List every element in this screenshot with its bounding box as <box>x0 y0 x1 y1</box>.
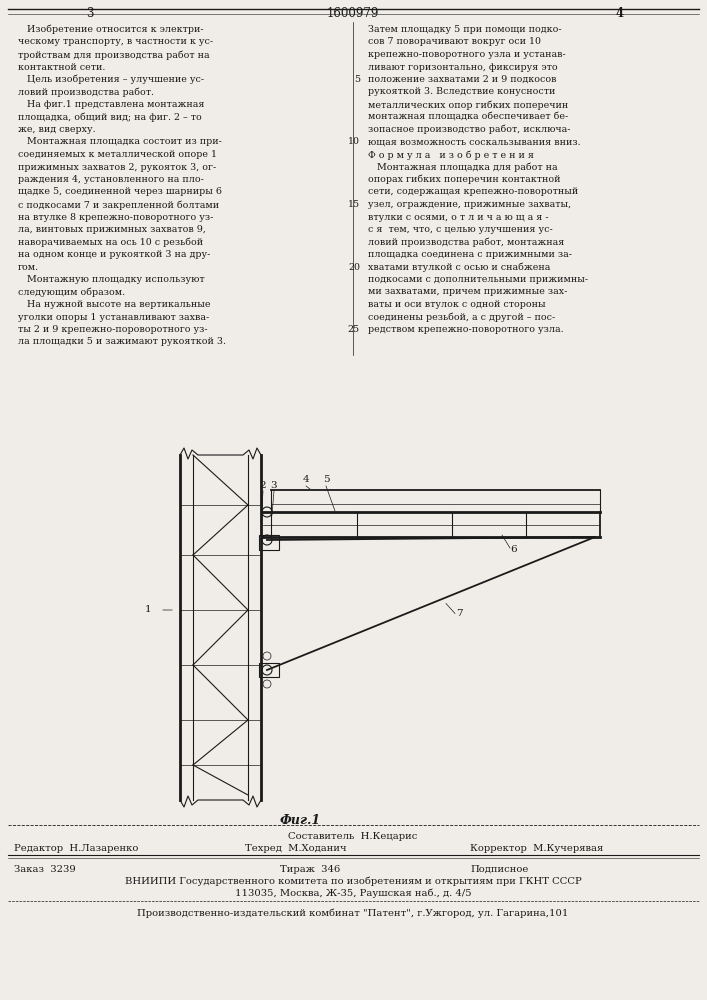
Text: ми захватами, причем прижимные зах-: ми захватами, причем прижимные зах- <box>368 288 568 296</box>
Text: На фиг.1 представлена монтажная: На фиг.1 представлена монтажная <box>18 100 204 109</box>
Text: ла площадки 5 и зажимают рукояткой 3.: ла площадки 5 и зажимают рукояткой 3. <box>18 338 226 347</box>
Text: ющая возможность соскальзывания вниз.: ющая возможность соскальзывания вниз. <box>368 137 580 146</box>
Text: Производственно-издательский комбинат "Патент", г.Ужгород, ул. Гагарина,101: Производственно-издательский комбинат "П… <box>137 908 568 918</box>
Text: наворачиваемых на ось 10 с резьбой: наворачиваемых на ось 10 с резьбой <box>18 237 203 247</box>
Text: прижимных захватов 2, рукояток 3, ог-: прижимных захватов 2, рукояток 3, ог- <box>18 162 216 172</box>
Text: Монтажная площадка состоит из при-: Монтажная площадка состоит из при- <box>18 137 222 146</box>
Text: Корректор  М.Кучерявая: Корректор М.Кучерявая <box>470 844 603 853</box>
Text: зопасное производство работ, исключа-: зопасное производство работ, исключа- <box>368 125 571 134</box>
Text: соединены резьбой, а с другой – пос-: соединены резьбой, а с другой – пос- <box>368 312 555 322</box>
Text: сов 7 поворачивают вокруг оси 10: сов 7 поворачивают вокруг оси 10 <box>368 37 541 46</box>
Bar <box>259 663 279 677</box>
Text: раждения 4, установленного на пло-: раждения 4, установленного на пло- <box>18 175 204 184</box>
Text: 15: 15 <box>348 200 360 209</box>
Text: На нужной высоте на вертикальные: На нужной высоте на вертикальные <box>18 300 211 309</box>
Text: 7: 7 <box>456 609 462 618</box>
Text: 5: 5 <box>354 75 360 84</box>
Text: Цель изобретения – улучшение ус-: Цель изобретения – улучшение ус- <box>18 75 204 85</box>
Text: Составитель  Н.Кецарис: Составитель Н.Кецарис <box>288 832 418 841</box>
Text: площадка соединена с прижимными за-: площадка соединена с прижимными за- <box>368 250 572 259</box>
Text: 6: 6 <box>510 546 517 554</box>
Text: Подписное: Подписное <box>470 865 528 874</box>
Text: тройствам для производства работ на: тройствам для производства работ на <box>18 50 209 60</box>
Text: 20: 20 <box>348 262 360 271</box>
Text: 1600979: 1600979 <box>327 7 379 20</box>
Text: положение захватами 2 и 9 подкосов: положение захватами 2 и 9 подкосов <box>368 75 556 84</box>
Text: ла, винтовых прижимных захватов 9,: ла, винтовых прижимных захватов 9, <box>18 225 206 234</box>
Text: 3: 3 <box>271 481 277 490</box>
Text: Монтажная площадка для работ на: Монтажная площадка для работ на <box>368 162 558 172</box>
Text: 113035, Москва, Ж-35, Раушская наб., д. 4/5: 113035, Москва, Ж-35, Раушская наб., д. … <box>235 889 472 898</box>
Text: с подкосами 7 и закрепленной болтами: с подкосами 7 и закрепленной болтами <box>18 200 219 210</box>
Text: соединяемых к металлической опоре 1: соединяемых к металлической опоре 1 <box>18 150 217 159</box>
Text: Заказ  3239: Заказ 3239 <box>14 865 76 874</box>
Text: монтажная площадка обеспечивает бе-: монтажная площадка обеспечивает бе- <box>368 112 568 121</box>
Text: ческому транспорту, в частности к ус-: ческому транспорту, в частности к ус- <box>18 37 213 46</box>
Text: втулки с осями, о т л и ч а ю щ а я -: втулки с осями, о т л и ч а ю щ а я - <box>368 213 549 222</box>
Text: с я  тем, что, с целью улучшения ус-: с я тем, что, с целью улучшения ус- <box>368 225 553 234</box>
Text: гом.: гом. <box>18 262 39 271</box>
Text: щадке 5, соединенной через шарниры 6: щадке 5, соединенной через шарниры 6 <box>18 188 222 196</box>
Text: на втулке 8 крепежно-поворотного уз-: на втулке 8 крепежно-поворотного уз- <box>18 213 214 222</box>
Text: 1: 1 <box>145 605 151 614</box>
Text: Тираж  346: Тираж 346 <box>280 865 340 874</box>
Text: ваты и оси втулок с одной стороны: ваты и оси втулок с одной стороны <box>368 300 546 309</box>
Text: редством крепежно-поворотного узла.: редством крепежно-поворотного узла. <box>368 325 563 334</box>
Bar <box>259 535 279 550</box>
Text: Редактор  Н.Лазаренко: Редактор Н.Лазаренко <box>14 844 139 853</box>
Text: 4: 4 <box>616 7 624 20</box>
Text: Техред  М.Ходанич: Техред М.Ходанич <box>245 844 346 853</box>
Text: рукояткой 3. Вследствие конусности: рукояткой 3. Вследствие конусности <box>368 88 556 97</box>
Text: Монтажную площадку используют: Монтажную площадку используют <box>18 275 204 284</box>
Text: ловий производства работ, монтажная: ловий производства работ, монтажная <box>368 237 564 247</box>
Text: крепежно-поворотного узла и устанав-: крепежно-поворотного узла и устанав- <box>368 50 566 59</box>
Text: хватами втулкой с осью и снабжена: хватами втулкой с осью и снабжена <box>368 262 550 272</box>
Text: Изобретение относится к электри-: Изобретение относится к электри- <box>18 25 204 34</box>
Text: Ф о р м у л а   и з о б р е т е н и я: Ф о р м у л а и з о б р е т е н и я <box>368 150 534 159</box>
Text: ливают горизонтально, фиксируя это: ливают горизонтально, фиксируя это <box>368 62 558 72</box>
Text: 10: 10 <box>348 137 360 146</box>
Text: на одном конце и рукояткой 3 на дру-: на одном конце и рукояткой 3 на дру- <box>18 250 211 259</box>
Text: ВНИИПИ Государственного комитета по изобретениям и открытиям при ГКНТ СССР: ВНИИПИ Государственного комитета по изоб… <box>124 877 581 886</box>
Text: 3: 3 <box>86 7 94 20</box>
Text: площадка, общий вид; на фиг. 2 – то: площадка, общий вид; на фиг. 2 – то <box>18 112 201 122</box>
Text: 2: 2 <box>259 481 267 490</box>
Text: 5: 5 <box>322 475 329 484</box>
Text: узел, ограждение, прижимные захваты,: узел, ограждение, прижимные захваты, <box>368 200 571 209</box>
Text: Фиг.1: Фиг.1 <box>279 814 320 827</box>
Text: металлических опор гибких поперечин: металлических опор гибких поперечин <box>368 100 568 109</box>
Text: 4: 4 <box>303 475 310 484</box>
Text: подкосами с дополнительными прижимны-: подкосами с дополнительными прижимны- <box>368 275 588 284</box>
Text: контактной сети.: контактной сети. <box>18 62 105 72</box>
Text: же, вид сверху.: же, вид сверху. <box>18 125 95 134</box>
Text: ловий производства работ.: ловий производства работ. <box>18 88 154 97</box>
Text: уголки опоры 1 устанавливают захва-: уголки опоры 1 устанавливают захва- <box>18 312 209 322</box>
Text: Затем площадку 5 при помощи подко-: Затем площадку 5 при помощи подко- <box>368 25 561 34</box>
Text: ты 2 и 9 крепежно-пороворотного уз-: ты 2 и 9 крепежно-пороворотного уз- <box>18 325 208 334</box>
Text: опорах гибких поперечин контактной: опорах гибких поперечин контактной <box>368 175 561 184</box>
Text: следующим образом.: следующим образом. <box>18 288 125 297</box>
Text: 25: 25 <box>348 325 360 334</box>
Text: сети, содержащая крепежно-поворотный: сети, содержащая крепежно-поворотный <box>368 188 578 196</box>
